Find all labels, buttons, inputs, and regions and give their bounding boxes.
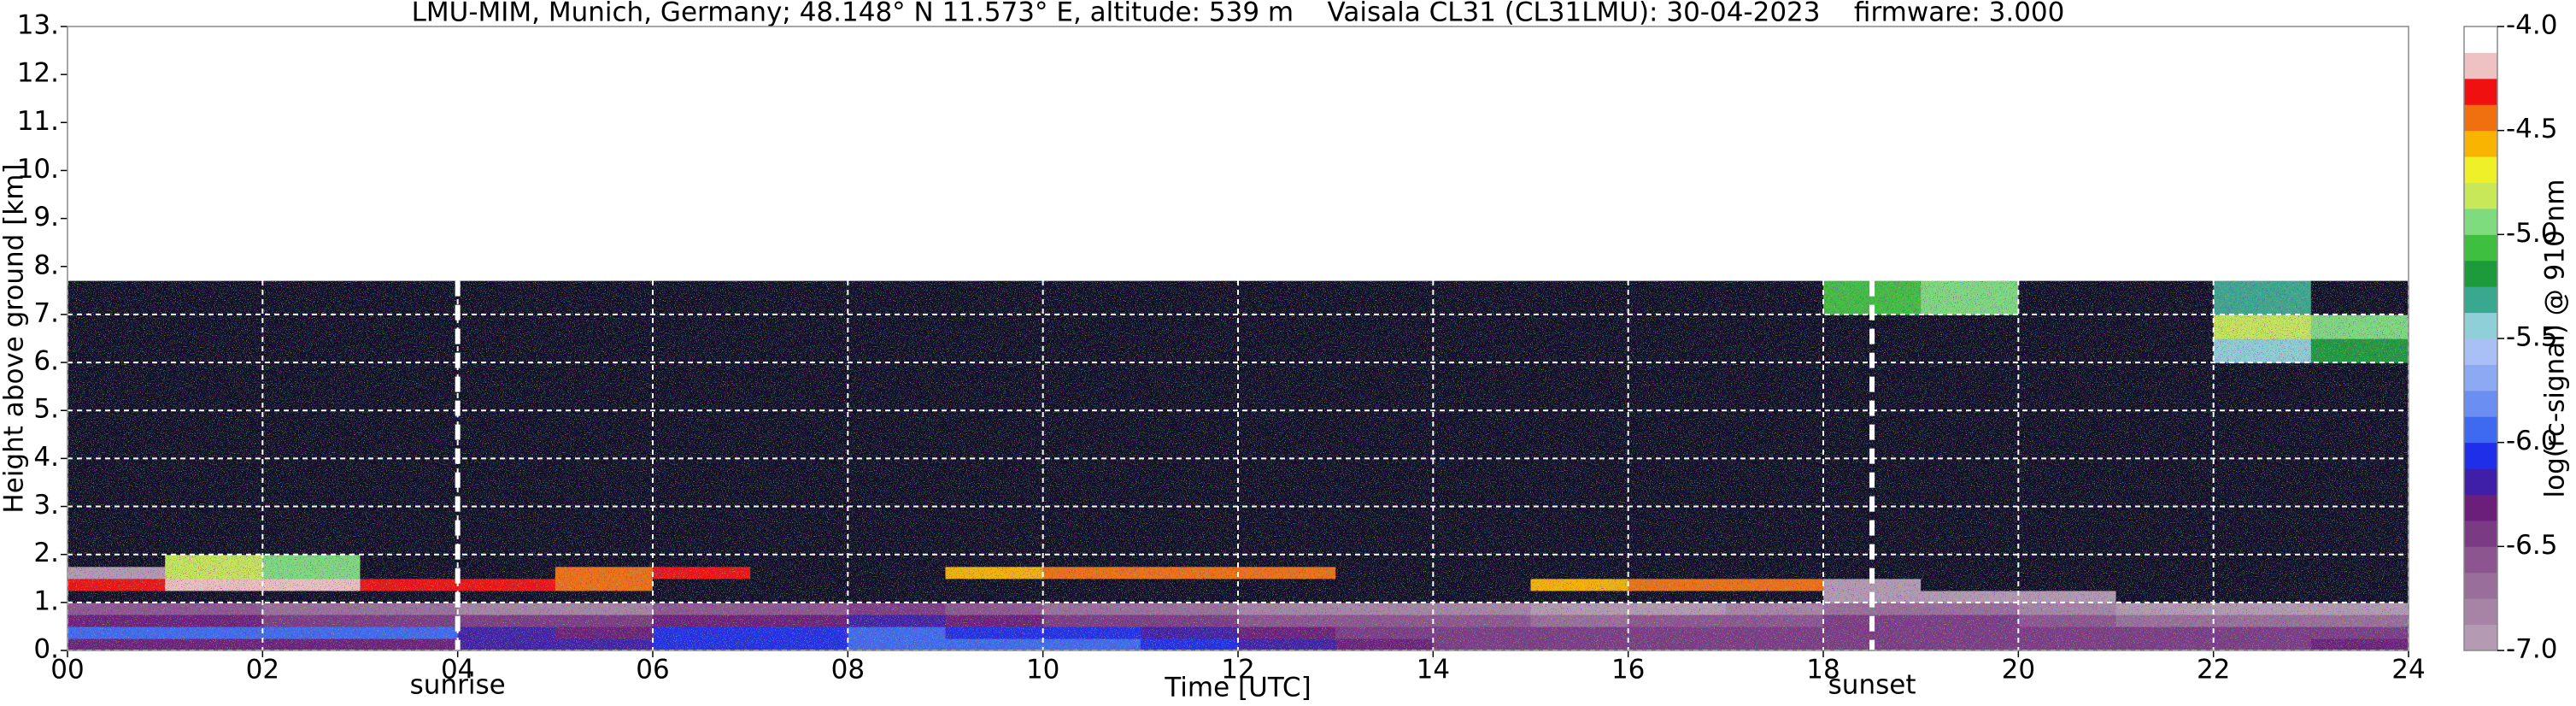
- colorbar-segment: [2464, 390, 2497, 417]
- colorbar-segment: [2464, 182, 2497, 209]
- y-tick-label: 0.: [33, 634, 59, 665]
- colorbar-tick-label: -5.0: [2506, 218, 2558, 249]
- x-tick-label: 04: [441, 655, 474, 685]
- colorbar-segment: [2464, 234, 2497, 262]
- y-tick-label: 9.: [33, 202, 59, 232]
- colorbar-segment: [2464, 572, 2497, 599]
- annotation-label: sunrise: [410, 670, 506, 701]
- x-tick-label: 00: [50, 655, 84, 685]
- colorbar-segment: [2464, 468, 2497, 495]
- colorbar-segment: [2464, 442, 2497, 469]
- colorbar-segment: [2464, 312, 2497, 339]
- colorbar-label: log(rc-signal) @ 910 nm: [2540, 179, 2571, 497]
- x-tick-label: 14: [1417, 655, 1450, 685]
- y-tick-label: 5.: [33, 394, 59, 425]
- colorbar-segment: [2464, 208, 2497, 235]
- colorbar-segment: [2464, 26, 2497, 53]
- x-tick-label: 02: [246, 655, 279, 685]
- x-tick-label: 18: [1806, 655, 1840, 685]
- colorbar-tick-label: -7.0: [2506, 634, 2558, 665]
- colorbar-segment: [2464, 338, 2497, 365]
- x-tick-label: 10: [1026, 655, 1059, 685]
- x-axis-label: Time [UTC]: [1164, 673, 1311, 703]
- x-tick-label: 08: [831, 655, 865, 685]
- colorbar-segment: [2464, 624, 2497, 651]
- x-tick-label: 12: [1221, 655, 1254, 685]
- x-tick-label: 22: [2197, 655, 2230, 685]
- y-tick-label: 13.: [17, 10, 59, 41]
- colorbar-segment: [2464, 104, 2497, 132]
- annotation-label: sunset: [1828, 670, 1916, 701]
- colorbar-segment: [2464, 156, 2497, 183]
- colorbar-tick-label: -6.5: [2506, 530, 2558, 561]
- x-tick-label: 16: [1611, 655, 1645, 685]
- colorbar-segment: [2464, 286, 2497, 314]
- y-tick-label: 4.: [33, 442, 59, 473]
- y-tick-label: 1.: [33, 585, 59, 616]
- colorbar-segment: [2464, 260, 2497, 287]
- colorbar-tick-label: -6.0: [2506, 426, 2558, 456]
- y-tick-label: 11.: [17, 106, 59, 137]
- colorbar-tick-label: -5.5: [2506, 322, 2558, 353]
- colorbar-segment: [2464, 546, 2497, 574]
- y-tick-label: 12.: [17, 58, 59, 89]
- colorbar-tick-label: -4.5: [2506, 114, 2558, 144]
- y-tick-label: 6.: [33, 346, 59, 377]
- x-tick-label: 20: [2002, 655, 2035, 685]
- chart-title: LMU-MIM, Munich, Germany; 48.148° N 11.5…: [412, 0, 2065, 28]
- colorbar-segment: [2464, 520, 2497, 547]
- colorbar-segment: [2464, 78, 2497, 105]
- colorbar-segment: [2464, 364, 2497, 391]
- y-tick-label: 7.: [33, 297, 59, 328]
- y-axis-label: Height above ground [km]: [0, 163, 30, 513]
- y-tick-label: 2.: [33, 538, 59, 568]
- x-tick-label: 24: [2391, 655, 2425, 685]
- colorbar-segment: [2464, 130, 2497, 157]
- x-tick-label: 06: [636, 655, 669, 685]
- colorbar-segment: [2464, 52, 2497, 79]
- colorbar-segment: [2464, 598, 2497, 626]
- y-tick-label: 10.: [17, 154, 59, 185]
- y-tick-label: 3.: [33, 490, 59, 521]
- colorbar-segment: [2464, 416, 2497, 444]
- colorbar-tick-label: -4.0: [2506, 10, 2558, 41]
- plot-frame: [67, 26, 2409, 651]
- colorbar-segment: [2464, 494, 2497, 521]
- y-tick-label: 8.: [33, 250, 59, 280]
